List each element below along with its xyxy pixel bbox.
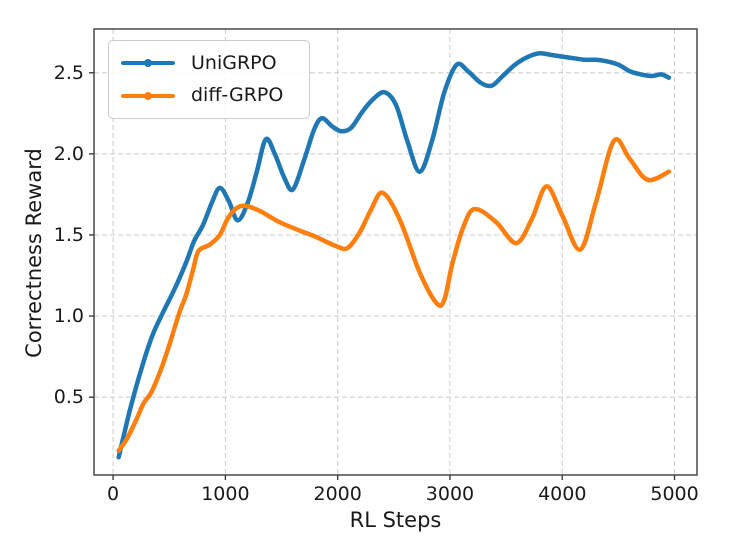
y-tick-label: 1.0 <box>54 305 84 327</box>
axes-spines <box>93 28 698 476</box>
x-tick-label: 0 <box>107 483 119 505</box>
x-tick-label: 4000 <box>538 483 586 505</box>
x-tick-label: 3000 <box>426 483 474 505</box>
series-diff-grpo-line <box>116 137 672 453</box>
legend-line-sample-diff-grpo <box>121 91 175 100</box>
y-tick-label: 2.5 <box>54 62 84 84</box>
legend-marker-dot <box>144 91 152 100</box>
legend-marker-dot <box>144 59 152 68</box>
tick-label-layer: 0 1000 2000 3000 4000 5000 0.5 1.0 1.5 2.0 2.5 <box>54 62 699 505</box>
legend-item-unigrpo: UniGRPO <box>121 51 297 74</box>
legend-line-sample-unigrpo <box>121 59 175 68</box>
legend-label-diff-grpo: diff-GRPO <box>191 84 284 107</box>
series-layer <box>116 51 672 460</box>
x-tick-label: 2000 <box>313 483 361 505</box>
axes-layer <box>89 28 698 480</box>
series-unigrpo-line <box>116 51 672 460</box>
legend-item-diff-grpo: diff-GRPO <box>121 86 297 105</box>
x-axis-label: RL Steps <box>349 508 442 532</box>
x-tick-label: 5000 <box>650 483 698 505</box>
legend: UniGRPO diff-GRPO <box>108 40 310 119</box>
y-tick-label: 2.0 <box>54 143 84 165</box>
y-tick-label: 0.5 <box>54 386 84 408</box>
x-tick-label: 1000 <box>201 483 249 505</box>
y-tick-label: 1.5 <box>54 224 84 246</box>
y-axis-label: Correctness Reward <box>22 148 46 358</box>
legend-label-unigrpo: UniGRPO <box>191 51 277 74</box>
